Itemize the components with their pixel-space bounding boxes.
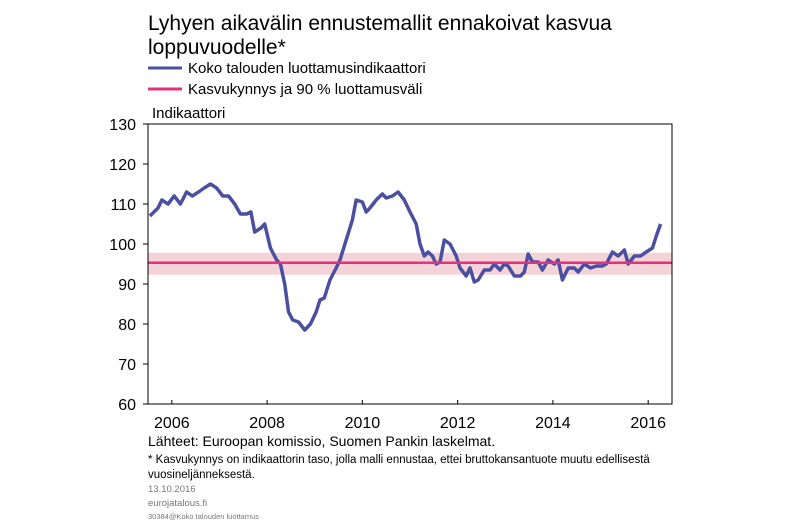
x-tick-label: 2014 bbox=[535, 415, 571, 432]
legend-label: Kasvukynnys ja 90 % luottamusväli bbox=[188, 81, 422, 98]
y-tick-label: 100 bbox=[109, 237, 136, 254]
y-tick-label: 70 bbox=[118, 357, 136, 374]
plot-area bbox=[148, 182, 672, 332]
y-tick-label: 130 bbox=[109, 117, 136, 134]
x-tick-label: 2006 bbox=[154, 415, 190, 432]
legend-label: Koko talouden luottamusindikaattori bbox=[188, 60, 426, 77]
y-axis-label: Indikaattori bbox=[152, 105, 225, 122]
y-tick-label: 80 bbox=[118, 317, 136, 334]
date: 13.10.2016 bbox=[148, 484, 196, 495]
footnote: * Kasvukynnys on indikaattorin taso, jol… bbox=[148, 454, 650, 466]
code: 30384@Koko talouden luottamus bbox=[148, 512, 259, 521]
x-tick-label: 2008 bbox=[249, 415, 285, 432]
y-tick-label: 60 bbox=[118, 397, 136, 414]
plot-frame bbox=[147, 123, 673, 405]
series-line bbox=[148, 182, 663, 332]
source: Lähteet: Euroopan komissio, Suomen Panki… bbox=[148, 433, 495, 449]
x-tick-label: 2010 bbox=[345, 415, 381, 432]
site: eurojatalous.fi bbox=[148, 498, 207, 509]
x-tick-label: 2016 bbox=[630, 415, 666, 432]
chart-title: Lyhyen aikavälin ennustemallit ennakoiva… bbox=[148, 12, 612, 35]
x-tick-label: 2012 bbox=[440, 415, 476, 432]
y-tick-label: 120 bbox=[109, 157, 136, 174]
footnote: vuosineljänneksestä. bbox=[148, 469, 255, 481]
y-tick-label: 90 bbox=[118, 277, 136, 294]
y-tick-label: 110 bbox=[110, 197, 136, 214]
chart-title: loppuvuodelle* bbox=[148, 36, 286, 59]
